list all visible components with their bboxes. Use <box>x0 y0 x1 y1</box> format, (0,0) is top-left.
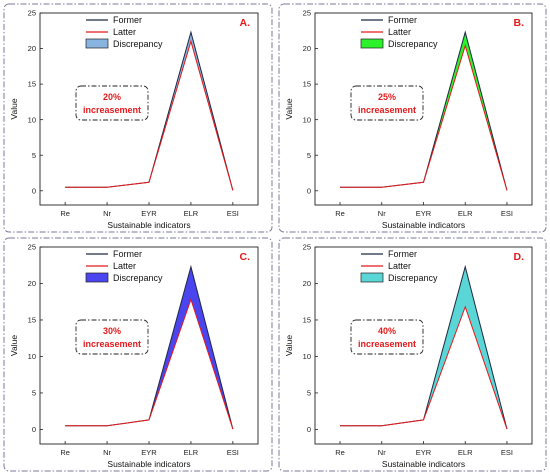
annotation-word: increasement <box>358 339 416 349</box>
legend-label-latter: Latter <box>113 27 136 37</box>
y-tick-label: 10 <box>303 352 311 361</box>
legend-label-former: Former <box>113 15 142 25</box>
annotation-word: increasement <box>358 105 416 115</box>
y-tick-label: 25 <box>303 9 311 18</box>
y-tick-label: 10 <box>28 115 36 124</box>
legend-label-latter: Latter <box>388 27 411 37</box>
annotation-percent: 25% <box>378 92 396 102</box>
panel-letter: B. <box>514 17 525 29</box>
legend-label-discrepancy: Discrepancy <box>113 39 163 49</box>
x-tick-label: Re <box>335 448 345 457</box>
legend-swatch-discrepancy <box>360 272 384 283</box>
x-tick-label: Re <box>60 448 70 457</box>
x-tick-label: ELR <box>458 448 473 457</box>
y-axis-label: Value <box>284 335 294 356</box>
x-tick-label: ESI <box>227 209 239 218</box>
y-tick-label: 15 <box>28 316 36 325</box>
x-axis-label: Sustainable indicators <box>107 459 190 469</box>
annotation-word: increasement <box>83 105 141 115</box>
series-line-latter <box>65 297 234 430</box>
panel-letter: C. <box>240 251 251 263</box>
y-tick-label: 0 <box>307 425 311 434</box>
legend-label-discrepancy: Discrepancy <box>388 273 438 283</box>
x-tick-label: EYR <box>141 448 157 457</box>
x-tick-label: Nr <box>103 448 111 457</box>
legend-label-discrepancy: Discrepancy <box>113 273 163 283</box>
y-tick-label: 25 <box>303 243 311 252</box>
y-axis-label: Value <box>9 335 19 356</box>
x-tick-label: ESI <box>501 448 513 457</box>
x-tick-label: Nr <box>378 448 386 457</box>
annotation-percent: 40% <box>378 326 396 336</box>
y-axis-label: Value <box>9 98 19 119</box>
x-axis-label: Sustainable indicators <box>382 459 465 469</box>
series-line-latter <box>65 39 234 191</box>
y-tick-label: 25 <box>28 243 36 252</box>
y-tick-label: 5 <box>307 151 311 160</box>
annotation-percent: 30% <box>103 326 121 336</box>
y-tick-label: 15 <box>303 316 311 325</box>
legend-swatch-discrepancy <box>85 38 109 49</box>
annotation-box <box>350 85 424 121</box>
y-tick-label: 0 <box>307 186 311 195</box>
legend-swatch-discrepancy <box>360 38 384 49</box>
y-tick-label: 5 <box>307 389 311 398</box>
y-tick-label: 0 <box>32 425 36 434</box>
x-tick-label: ESI <box>501 209 513 218</box>
x-tick-label: ESI <box>227 448 239 457</box>
panel-border <box>3 237 273 472</box>
chart-panel-1: 0 5 10 15 20 25 Re Nr EYR ELR ESI Sustainable indic… <box>3 3 273 233</box>
y-tick-label: 15 <box>28 80 36 89</box>
annotation-percent: 20% <box>103 92 121 102</box>
legend-label-latter: Latter <box>113 261 136 271</box>
legend-label-discrepancy: Discrepancy <box>388 39 438 49</box>
y-tick-label: 20 <box>303 279 311 288</box>
x-axis-label: Sustainable indicators <box>107 220 190 230</box>
panel-border <box>278 237 547 472</box>
y-tick-label: 20 <box>28 44 36 53</box>
y-tick-label: 10 <box>28 352 36 361</box>
chart-panel-2: 0 5 10 15 20 25 Re Nr EYR ELR ESI Sustainable indic… <box>278 3 547 233</box>
legend-label-latter: Latter <box>388 261 411 271</box>
x-tick-label: ELR <box>184 448 199 457</box>
legend-label-former: Former <box>388 15 417 25</box>
x-tick-label: Nr <box>378 209 386 218</box>
x-tick-label: Re <box>60 209 70 218</box>
x-tick-label: ELR <box>184 209 199 218</box>
annotation-box <box>75 319 149 355</box>
legend-label-former: Former <box>388 249 417 259</box>
x-tick-label: Re <box>335 209 345 218</box>
y-tick-label: 25 <box>28 9 36 18</box>
annotation-word: increasement <box>83 339 141 349</box>
panel-border <box>3 3 273 233</box>
series-line-latter <box>340 43 508 191</box>
chart-panel-4: 0 5 10 15 20 25 Re Nr EYR ELR ESI Sustainable indic… <box>278 237 547 472</box>
legend-swatch-discrepancy <box>85 272 109 283</box>
annotation-box <box>75 85 149 121</box>
series-line-latter <box>340 305 508 430</box>
y-tick-label: 20 <box>303 44 311 53</box>
x-tick-label: EYR <box>141 209 157 218</box>
x-axis-label: Sustainable indicators <box>382 220 465 230</box>
x-tick-label: Nr <box>103 209 111 218</box>
chart-panel-3: 0 5 10 15 20 25 Re Nr EYR ELR ESI Sustainable indic… <box>3 237 273 472</box>
x-tick-label: ELR <box>458 209 473 218</box>
x-tick-label: EYR <box>416 209 432 218</box>
x-tick-label: EYR <box>416 448 432 457</box>
y-tick-label: 20 <box>28 279 36 288</box>
legend-label-former: Former <box>113 249 142 259</box>
y-tick-label: 10 <box>303 115 311 124</box>
y-tick-label: 0 <box>32 186 36 195</box>
y-tick-label: 5 <box>32 389 36 398</box>
y-tick-label: 15 <box>303 80 311 89</box>
annotation-box <box>350 319 424 355</box>
panel-letter: A. <box>240 17 251 29</box>
panel-letter: D. <box>514 251 525 263</box>
y-tick-label: 5 <box>32 151 36 160</box>
panel-border <box>278 3 547 233</box>
y-axis-label: Value <box>284 98 294 119</box>
